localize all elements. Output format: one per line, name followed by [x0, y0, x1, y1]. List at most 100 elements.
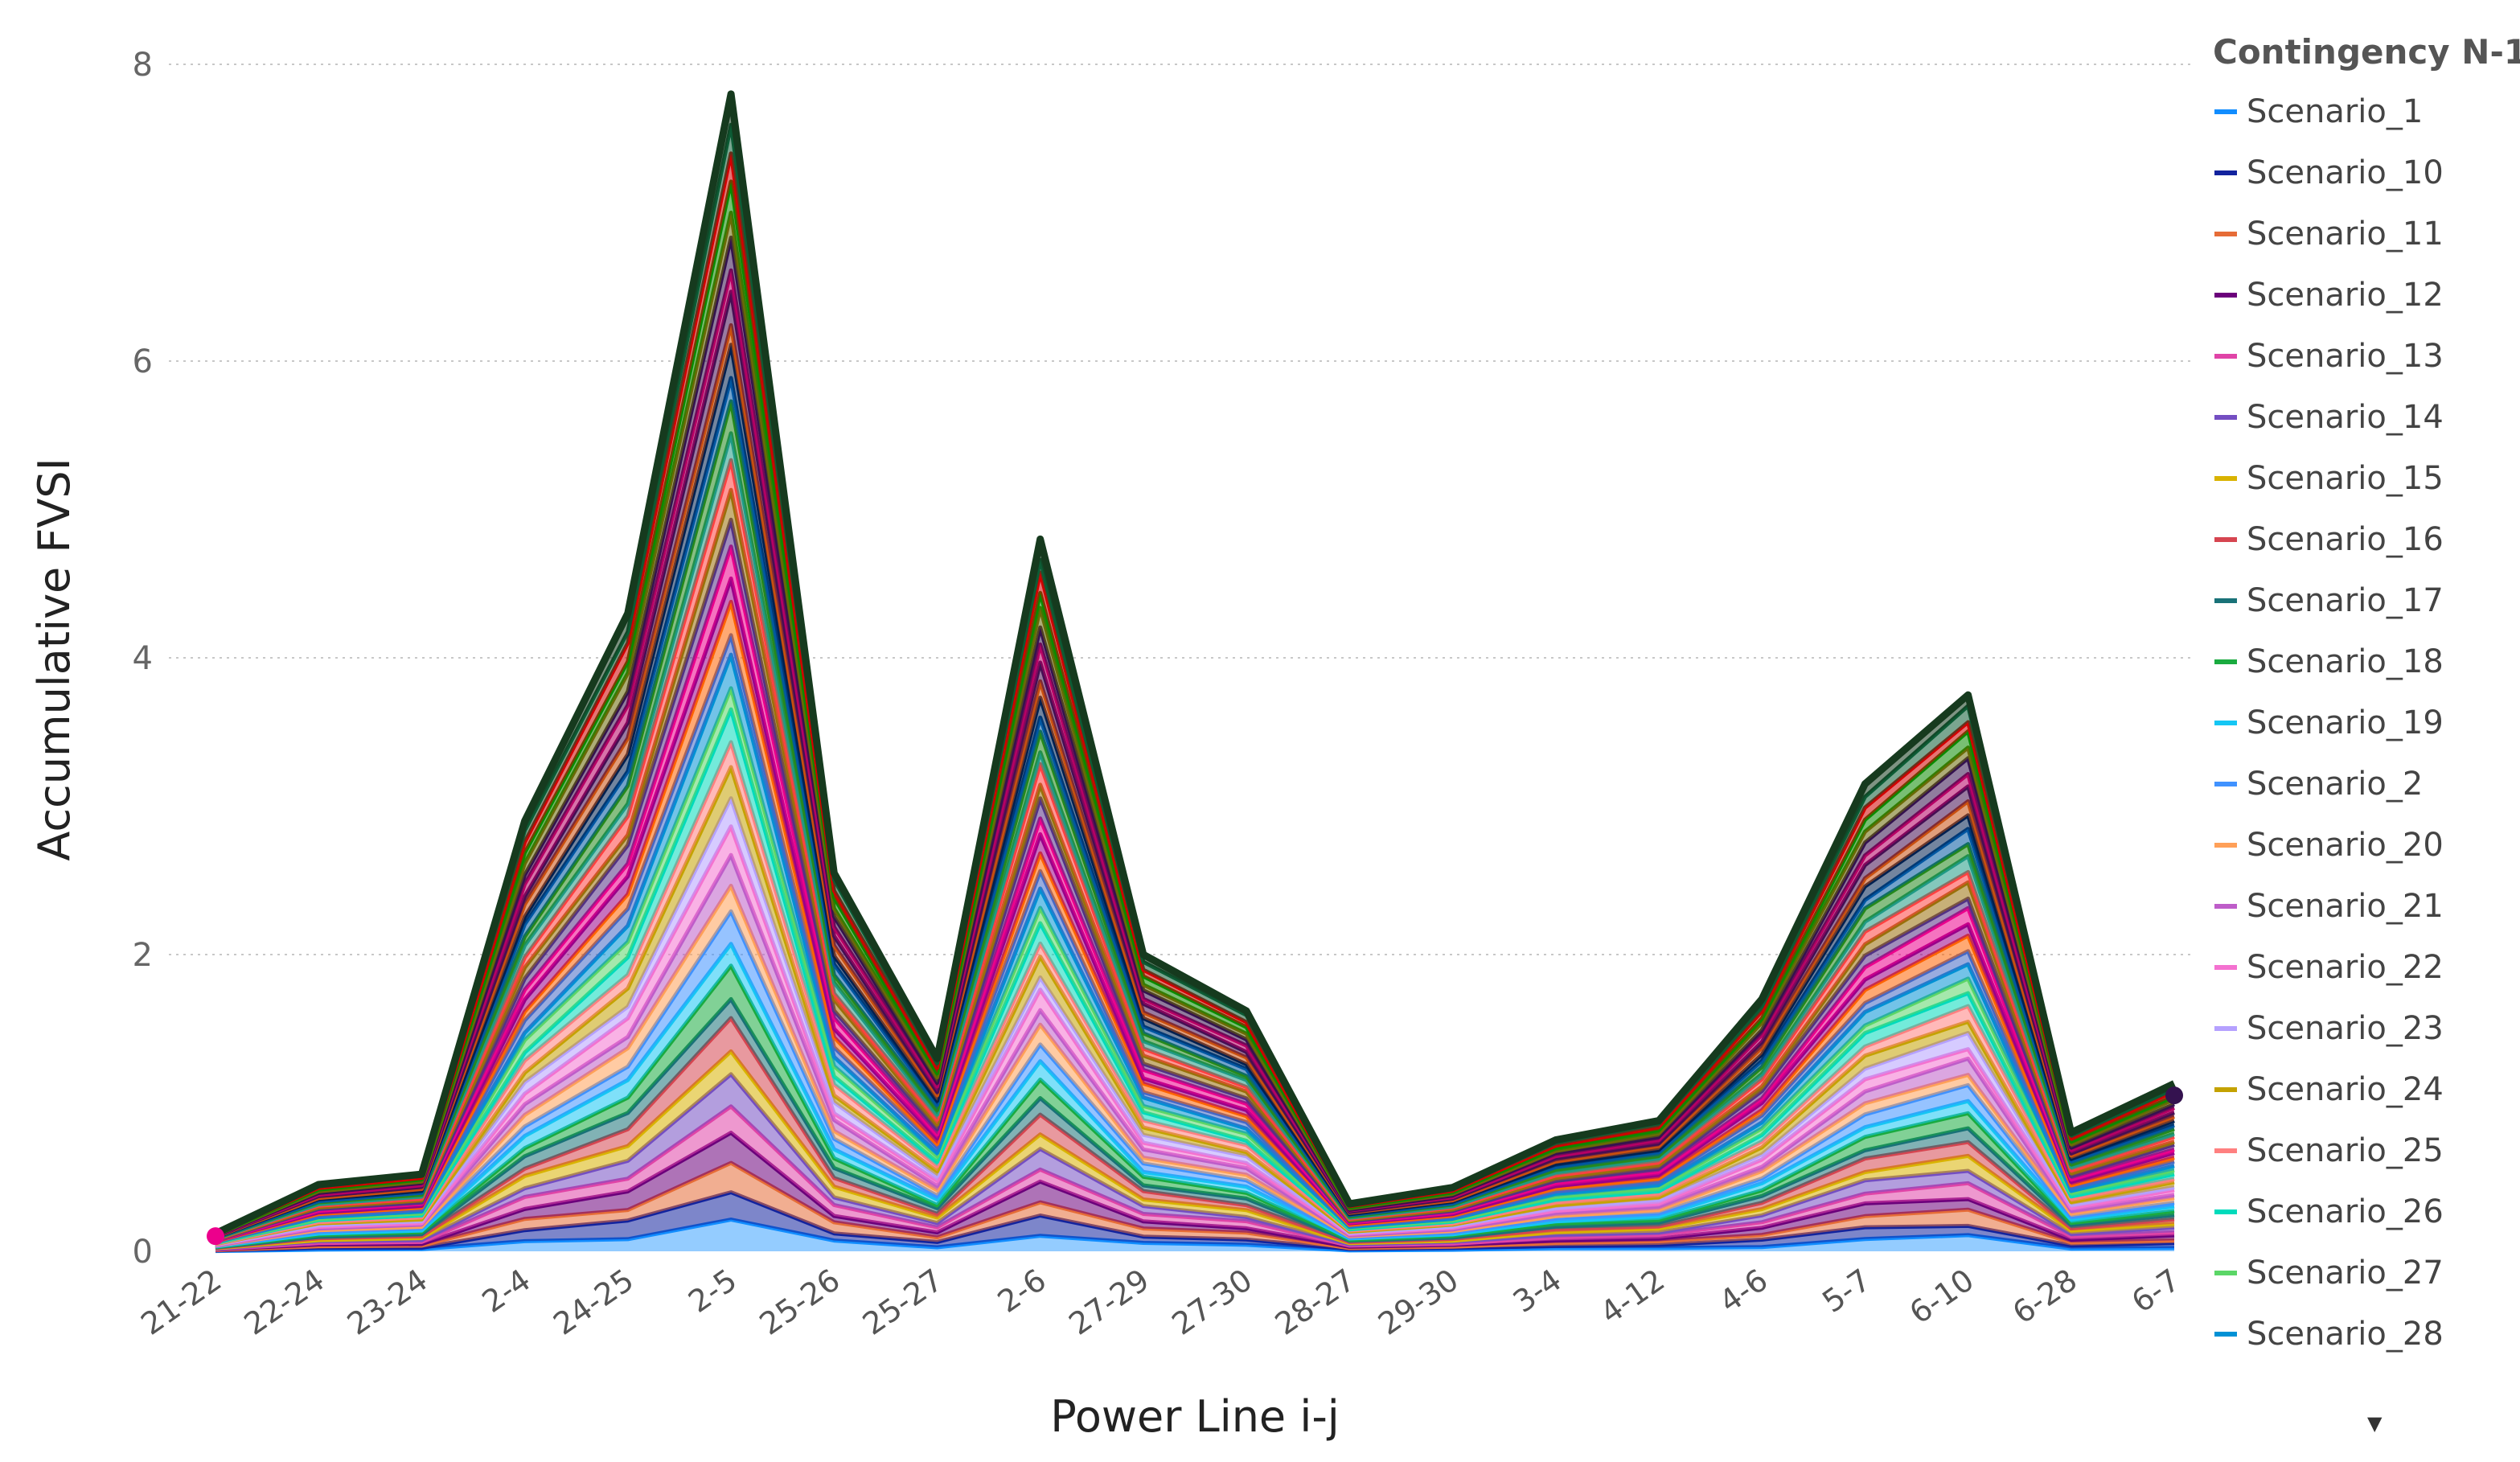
- area-layer-fill: [215, 826, 2174, 1246]
- y-tick-label: 6: [133, 343, 153, 380]
- legend-item[interactable]: Scenario_28: [2210, 1304, 2515, 1365]
- legend-item[interactable]: Scenario_23: [2210, 998, 2515, 1059]
- area-layer-fill: [215, 688, 2174, 1243]
- y-tick-label: 0: [133, 1234, 153, 1271]
- legend-swatch: [2214, 170, 2237, 175]
- legend-item[interactable]: Scenario_2: [2210, 754, 2515, 815]
- x-tick-label: 4-6: [1713, 1262, 1774, 1320]
- x-tick-label: 27-30: [1166, 1262, 1259, 1341]
- area-layer-fill: [215, 578, 2174, 1242]
- x-tick-label: 25-27: [856, 1262, 950, 1341]
- legend-item[interactable]: Scenario_10: [2210, 142, 2515, 203]
- legend-item[interactable]: Scenario_1: [2210, 81, 2515, 142]
- legend-swatch: [2214, 904, 2237, 909]
- legend-item[interactable]: Scenario_17: [2210, 570, 2515, 631]
- area-layer-fill: [215, 1018, 2174, 1249]
- x-tick-label: 21-22: [134, 1262, 228, 1341]
- area-layer-fill: [215, 344, 2174, 1238]
- y-axis-title: Accumulative FVSI: [29, 458, 80, 860]
- legend-item[interactable]: Scenario_12: [2210, 265, 2515, 326]
- area-layer-fill: [215, 1051, 2174, 1249]
- x-tick-label: 6-7: [2125, 1262, 2186, 1320]
- legend-label: Scenario_18: [2247, 643, 2444, 680]
- highlight-point[interactable]: [207, 1227, 224, 1246]
- legend-swatch: [2214, 109, 2237, 114]
- legend-label: Scenario_24: [2247, 1071, 2444, 1108]
- legend-swatch: [2214, 598, 2237, 603]
- area-layer-fill: [215, 490, 2174, 1240]
- x-tick-label: 23-24: [341, 1262, 434, 1341]
- legend-item[interactable]: Scenario_11: [2210, 203, 2515, 265]
- legend-item[interactable]: Scenario_22: [2210, 937, 2515, 998]
- legend-item[interactable]: Scenario_26: [2210, 1181, 2515, 1242]
- legend: Contingency N-1 Scenario_1 Scenario_10 Sce…: [2210, 32, 2520, 1365]
- legend-item[interactable]: Scenario_24: [2210, 1059, 2515, 1120]
- legend-items: Scenario_1 Scenario_10 Scenario_11 Scenario…: [2210, 81, 2515, 1365]
- series-line: [214, 90, 2176, 1237]
- area-layer-fill: [215, 1074, 2174, 1250]
- legend-label: Scenario_14: [2247, 399, 2444, 436]
- legend-item[interactable]: Scenario_25: [2210, 1120, 2515, 1181]
- legend-label: Scenario_16: [2247, 521, 2444, 558]
- legend-label: Scenario_25: [2247, 1132, 2444, 1169]
- area-layer-fill: [215, 153, 2174, 1235]
- x-axis-title: Power Line i-j: [1050, 1391, 1340, 1442]
- legend-label: Scenario_20: [2247, 827, 2444, 864]
- legend-swatch: [2214, 293, 2237, 298]
- legend-swatch: [2214, 1332, 2237, 1337]
- legend-swatch: [2214, 1271, 2237, 1275]
- legend-swatch: [2214, 1148, 2237, 1153]
- legend-item[interactable]: Scenario_19: [2210, 692, 2515, 754]
- area-layer-fill: [215, 546, 2174, 1241]
- x-tick-label: 3-4: [1507, 1262, 1568, 1320]
- area-layer-fill: [215, 433, 2174, 1239]
- legend-item[interactable]: Scenario_13: [2210, 326, 2515, 387]
- area-layer-fill: [215, 943, 2174, 1247]
- legend-swatch: [2214, 965, 2237, 970]
- area-layer-fill: [215, 1106, 2174, 1250]
- legend-swatch: [2214, 659, 2237, 664]
- area-layer-fill: [215, 885, 2174, 1246]
- area-layer-fill: [215, 602, 2174, 1242]
- area-layer-fill: [215, 520, 2174, 1241]
- legend-swatch: [2214, 1209, 2237, 1214]
- legend-swatch: [2214, 721, 2237, 725]
- legend-item[interactable]: Scenario_15: [2210, 448, 2515, 509]
- legend-swatch: [2214, 232, 2237, 236]
- x-tick-labels: 21-22 22-24 23-24 2-4 24-25 2-5 25-26 25-27 2-6 2…: [134, 1262, 2186, 1341]
- legend-label: Scenario_28: [2247, 1316, 2444, 1353]
- x-tick-label: 25-26: [753, 1262, 847, 1341]
- legend-label: Scenario_1: [2247, 93, 2424, 130]
- legend-swatch: [2214, 537, 2237, 542]
- legend-swatch: [2214, 476, 2237, 481]
- legend-item[interactable]: Scenario_18: [2210, 631, 2515, 692]
- legend-swatch: [2214, 1026, 2237, 1031]
- legend-item[interactable]: Scenario_20: [2210, 815, 2515, 876]
- caret-down-icon[interactable]: ▼: [2367, 1412, 2383, 1435]
- x-tick-label: 2-4: [476, 1262, 537, 1320]
- x-tick-label: 2-5: [682, 1262, 743, 1320]
- area-layer-fill: [215, 1132, 2174, 1251]
- area-layer-fill: [215, 401, 2174, 1239]
- area-layer-fill: [215, 1219, 2174, 1251]
- x-tick-label: 22-24: [238, 1262, 331, 1341]
- area-layer-fill: [215, 237, 2174, 1236]
- legend-item[interactable]: Scenario_14: [2210, 387, 2515, 448]
- x-tick-label: 27-29: [1062, 1262, 1155, 1341]
- legend-item[interactable]: Scenario_21: [2210, 876, 2515, 937]
- area-layer-fill: [215, 125, 2174, 1234]
- highlight-point[interactable]: [2165, 1086, 2183, 1105]
- legend-title: Contingency N-1: [2213, 32, 2520, 72]
- area-layer-fill: [215, 1192, 2174, 1251]
- legend-item[interactable]: Scenario_27: [2210, 1242, 2515, 1304]
- area-layer-fill: [215, 325, 2174, 1238]
- legend-label: Scenario_15: [2247, 460, 2444, 497]
- area-layer: [207, 90, 2183, 1254]
- legend-label: Scenario_12: [2247, 277, 2444, 314]
- area-layer-fill: [215, 634, 2174, 1242]
- legend-item[interactable]: Scenario_16: [2210, 509, 2515, 570]
- legend-label: Scenario_22: [2247, 949, 2444, 986]
- legend-swatch: [2214, 782, 2237, 786]
- legend-label: Scenario_27: [2247, 1255, 2444, 1292]
- area-layer-fill: [215, 378, 2174, 1238]
